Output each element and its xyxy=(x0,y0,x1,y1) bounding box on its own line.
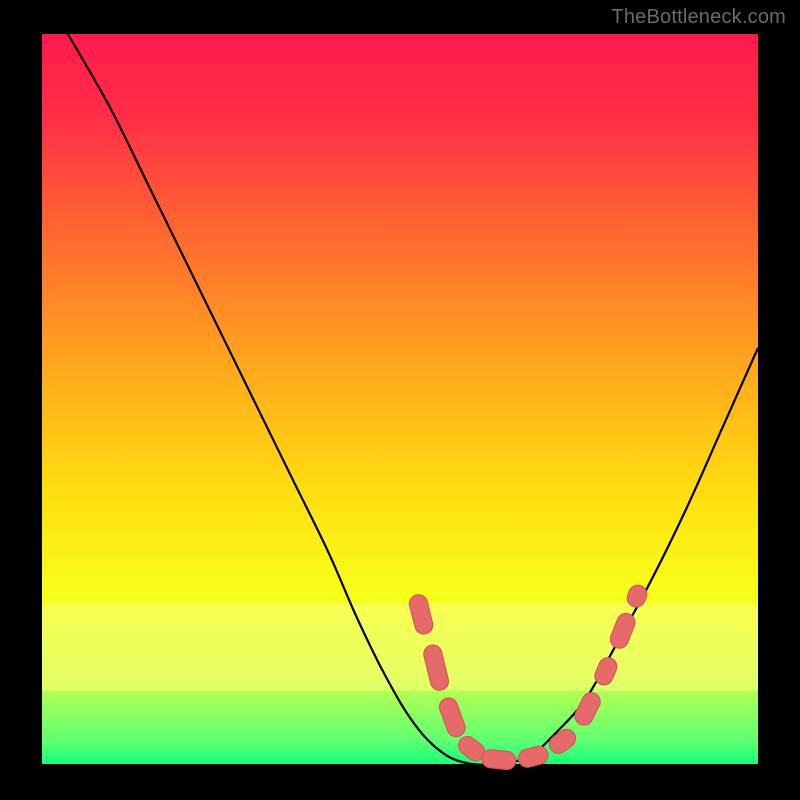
chart-svg xyxy=(0,0,800,800)
chart-container: TheBottleneck.com xyxy=(0,0,800,800)
curve-pill xyxy=(481,749,517,770)
watermark-text: TheBottleneck.com xyxy=(611,6,786,29)
yellow-band xyxy=(42,603,758,691)
